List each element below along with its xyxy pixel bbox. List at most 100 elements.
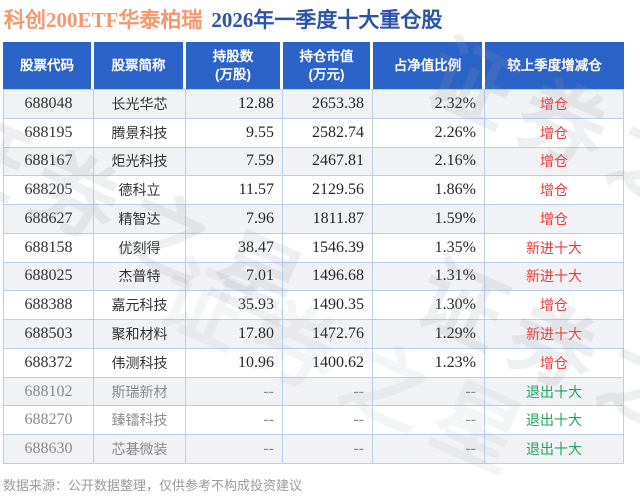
- cell-market-value: 1496.68: [283, 262, 373, 292]
- cell-stock-code: 688205: [3, 176, 94, 206]
- fund-name: 科创200ETF华泰柏瑞: [4, 8, 203, 32]
- cell-shares-held: 17.80: [186, 320, 283, 349]
- cell-stock-name: 腾景科技: [94, 118, 186, 148]
- cell-net-value-pct: 1.59%: [373, 205, 485, 234]
- cell-position-change: 增仓: [485, 348, 624, 378]
- cell-shares-held: 7.59: [186, 147, 283, 177]
- cell-shares-held: 35.93: [186, 291, 283, 321]
- cell-net-value-pct: 1.86%: [373, 176, 485, 206]
- cell-stock-code: 688195: [3, 118, 94, 148]
- header-cell-pct: 占净值比例: [373, 42, 485, 89]
- cell-market-value: 1811.87: [283, 205, 373, 234]
- table-row: 688205 德科立 11.57 2129.56 1.86% 增仓: [3, 176, 624, 206]
- cell-stock-code: 688388: [3, 291, 94, 321]
- cell-market-value: 1490.35: [283, 291, 373, 321]
- table-row: 688048 长光华芯 12.88 2653.38 2.32% 增仓: [3, 90, 624, 119]
- cell-market-value: 1546.39: [283, 233, 373, 263]
- cell-position-change: 新进十大: [485, 320, 624, 349]
- cell-market-value: 2129.56: [283, 176, 373, 206]
- table-header-row: 股票代码 股票简称 持股数 (万股) 持仓市值 (万元) 占净值比例 较上季度增减仓: [3, 42, 624, 89]
- page-title: 科创200ETF华泰柏瑞 2026年一季度十大重仓股: [4, 4, 442, 34]
- cell-stock-name: 德科立: [94, 176, 186, 206]
- cell-net-value-pct: --: [373, 377, 485, 407]
- cell-net-value-pct: 2.32%: [373, 90, 485, 119]
- cell-stock-code: 688167: [3, 147, 94, 177]
- cell-market-value: 2467.81: [283, 147, 373, 177]
- cell-position-change: 新进十大: [485, 233, 624, 263]
- cell-stock-code: 688025: [3, 262, 94, 292]
- cell-position-change: 增仓: [485, 147, 624, 177]
- cell-stock-name: 芯碁微装: [94, 435, 186, 464]
- cell-stock-code: 688158: [3, 233, 94, 263]
- holdings-table: 股票代码 股票简称 持股数 (万股) 持仓市值 (万元) 占净值比例 较上季度增减仓 6880…: [3, 42, 624, 464]
- cell-net-value-pct: --: [373, 406, 485, 436]
- cell-market-value: --: [283, 435, 373, 464]
- cell-position-change: 新进十大: [485, 262, 624, 292]
- table-row: 688503 聚和材料 17.80 1472.76 1.29% 新进十大: [3, 320, 624, 349]
- table-row: 688270 臻镭科技 -- -- -- 退出十大: [3, 406, 624, 436]
- cell-stock-name: 斯瑞新材: [94, 377, 186, 407]
- cell-position-change: 增仓: [485, 205, 624, 234]
- cell-position-change: 退出十大: [485, 435, 624, 464]
- header-cell-code: 股票代码: [3, 42, 94, 89]
- cell-net-value-pct: 2.26%: [373, 118, 485, 148]
- table-row: 688372 伟测科技 10.96 1400.62 1.23% 增仓: [3, 348, 624, 378]
- cell-stock-code: 688372: [3, 348, 94, 378]
- cell-stock-name: 精智达: [94, 205, 186, 234]
- cell-net-value-pct: 1.23%: [373, 348, 485, 378]
- cell-position-change: 退出十大: [485, 406, 624, 436]
- cell-net-value-pct: 1.35%: [373, 233, 485, 263]
- cell-stock-code: 688102: [3, 377, 94, 407]
- cell-stock-name: 嘉元科技: [94, 291, 186, 321]
- table-row: 688627 精智达 7.96 1811.87 1.59% 增仓: [3, 205, 624, 234]
- header-cell-name: 股票简称: [94, 42, 186, 89]
- cell-stock-code: 688630: [3, 435, 94, 464]
- table-row: 688195 腾景科技 9.55 2582.74 2.26% 增仓: [3, 118, 624, 148]
- footer-disclaimer: 数据来源：公开数据整理，仅供参考不构成投资建议: [3, 478, 303, 493]
- cell-market-value: --: [283, 377, 373, 407]
- table-row: 688167 炬光科技 7.59 2467.81 2.16% 增仓: [3, 147, 624, 177]
- cell-stock-code: 688270: [3, 406, 94, 436]
- table-body: 688048 长光华芯 12.88 2653.38 2.32% 增仓 68819…: [3, 89, 624, 464]
- cell-stock-name: 臻镭科技: [94, 406, 186, 436]
- cell-market-value: 1472.76: [283, 320, 373, 349]
- cell-net-value-pct: --: [373, 435, 485, 464]
- header-cell-value: 持仓市值 (万元): [283, 42, 373, 89]
- cell-stock-name: 炬光科技: [94, 147, 186, 177]
- report-period: 2026年一季度十大重仓股: [211, 8, 443, 32]
- cell-shares-held: 9.55: [186, 118, 283, 148]
- cell-shares-held: --: [186, 435, 283, 464]
- cell-stock-name: 伟测科技: [94, 348, 186, 378]
- table-row: 688025 杰普特 7.01 1496.68 1.31% 新进十大: [3, 262, 624, 292]
- table-row: 688158 优刻得 38.47 1546.39 1.35% 新进十大: [3, 233, 624, 263]
- cell-market-value: --: [283, 406, 373, 436]
- cell-market-value: 1400.62: [283, 348, 373, 378]
- cell-net-value-pct: 2.16%: [373, 147, 485, 177]
- cell-stock-name: 杰普特: [94, 262, 186, 292]
- cell-stock-name: 长光华芯: [94, 90, 186, 119]
- cell-stock-code: 688627: [3, 205, 94, 234]
- cell-shares-held: 11.57: [186, 176, 283, 206]
- cell-market-value: 2582.74: [283, 118, 373, 148]
- cell-stock-name: 聚和材料: [94, 320, 186, 349]
- cell-shares-held: 10.96: [186, 348, 283, 378]
- cell-position-change: 增仓: [485, 291, 624, 321]
- cell-shares-held: --: [186, 406, 283, 436]
- cell-shares-held: 7.01: [186, 262, 283, 292]
- table-row: 688388 嘉元科技 35.93 1490.35 1.30% 增仓: [3, 291, 624, 321]
- cell-market-value: 2653.38: [283, 90, 373, 119]
- cell-net-value-pct: 1.31%: [373, 262, 485, 292]
- cell-shares-held: 12.88: [186, 90, 283, 119]
- cell-stock-code: 688048: [3, 90, 94, 119]
- cell-position-change: 增仓: [485, 118, 624, 148]
- header-cell-action: 较上季度增减仓: [485, 42, 624, 89]
- cell-stock-name: 优刻得: [94, 233, 186, 263]
- cell-net-value-pct: 1.29%: [373, 320, 485, 349]
- header-cell-shares: 持股数 (万股): [186, 42, 283, 89]
- cell-shares-held: --: [186, 377, 283, 407]
- cell-net-value-pct: 1.30%: [373, 291, 485, 321]
- cell-position-change: 增仓: [485, 90, 624, 119]
- cell-position-change: 退出十大: [485, 377, 624, 407]
- cell-stock-code: 688503: [3, 320, 94, 349]
